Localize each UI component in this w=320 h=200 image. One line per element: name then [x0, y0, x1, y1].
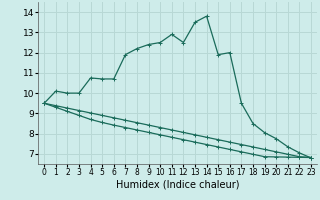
- X-axis label: Humidex (Indice chaleur): Humidex (Indice chaleur): [116, 180, 239, 190]
